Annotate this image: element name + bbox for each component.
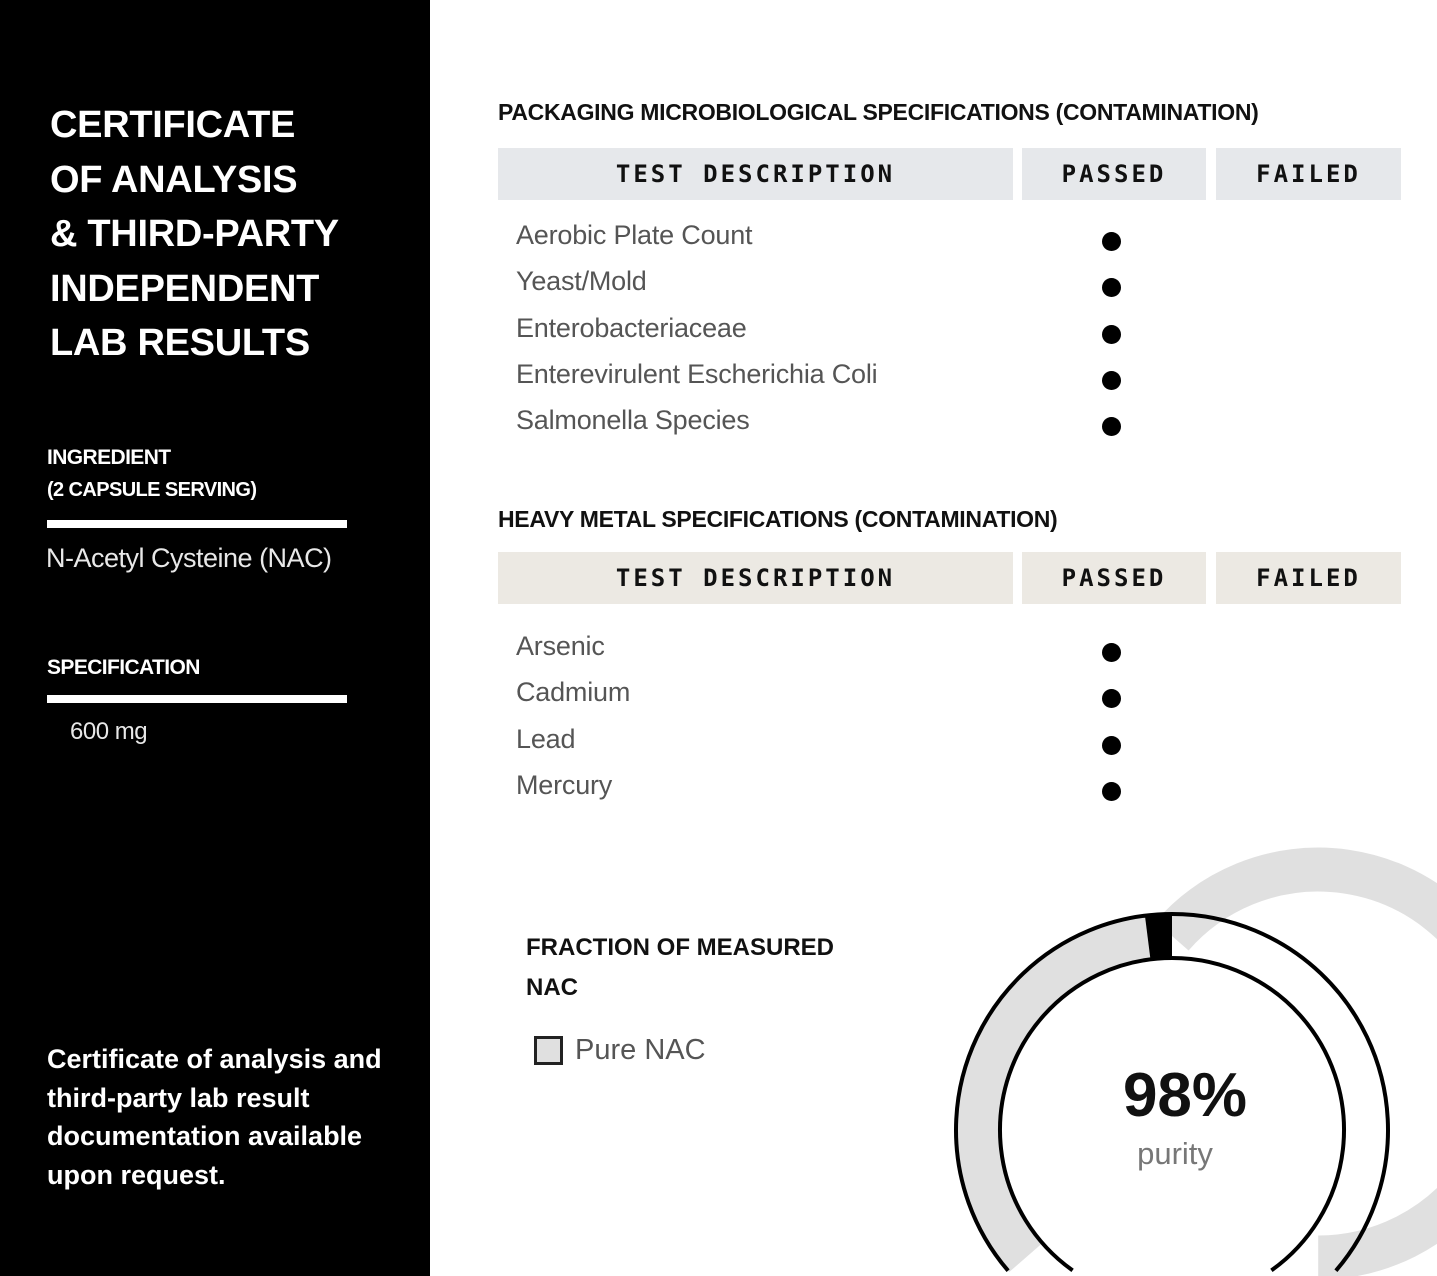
passed-dot-icon — [1102, 324, 1121, 344]
ingredient-label-line: (2 CAPSULE SERVING) — [47, 479, 257, 501]
title-line: OF ANALYSIS — [50, 158, 298, 201]
passed-dot-icon — [1102, 689, 1121, 709]
legend-item: Pure NAC — [534, 1034, 706, 1067]
metal-header-passed: PASSED — [1022, 552, 1206, 604]
table-row-label: Arsenic — [516, 631, 605, 661]
micro-header-test: TEST DESCRIPTION — [498, 148, 1013, 200]
passed-dot-icon — [1102, 232, 1121, 251]
specification-label: SPECIFICATION — [47, 656, 200, 679]
metal-section-title: HEAVY METAL SPECIFICATIONS (CONTAMINATIO… — [498, 506, 1058, 532]
title-line: INDEPENDENT — [50, 267, 320, 310]
sidebar: CERTIFICATE OF ANALYSIS & THIRD-PARTY IN… — [0, 0, 430, 1276]
fraction-title-line: NAC — [526, 974, 578, 1001]
passed-dot-icon — [1102, 417, 1121, 437]
availability-note: Certificate of analysis and third-party … — [47, 1044, 382, 1190]
micro-section-title: PACKAGING MICROBIOLOGICAL SPECIFICATIONS… — [498, 99, 1259, 125]
table-row-label: Lead — [516, 723, 576, 754]
table-row-label: Enterobacteriaceae — [516, 312, 747, 343]
passed-dot-icon — [1102, 278, 1121, 298]
table-row-label: Mercury — [516, 769, 613, 800]
table-row-label: Aerobic Plate Count — [516, 220, 753, 250]
specification-value: 600 mg — [70, 718, 148, 745]
legend-swatch — [534, 1036, 563, 1065]
title-line: LAB RESULTS — [50, 322, 310, 364]
page-title: CERTIFICATE OF ANALYSIS & THIRD-PARTY IN… — [50, 98, 339, 371]
passed-dot-icon — [1102, 643, 1121, 662]
ingredient-label: INGREDIENT (2 CAPSULE SERVING) — [47, 442, 257, 506]
impurity-slice — [1144, 914, 1173, 960]
micro-header-failed: FAILED — [1216, 148, 1401, 200]
donut-inner-border — [998, 956, 1346, 1272]
fraction-title: FRACTION OF MEASURED NAC — [526, 928, 834, 1008]
passed-dot-icon — [1102, 735, 1121, 755]
purity-label: purity — [1137, 1136, 1213, 1171]
table-row-label: Enterevirulent Escherichia Coli — [516, 358, 878, 389]
passed-dot-icon — [1102, 781, 1121, 801]
pure-nac-slice — [1155, 847, 1437, 1276]
micro-header-passed: PASSED — [1022, 148, 1206, 200]
title-line: & THIRD-PARTY — [50, 213, 339, 255]
pure-nac-slice — [956, 915, 1151, 1272]
donut-outer-border — [954, 912, 1390, 1272]
divider — [47, 695, 347, 703]
divider — [47, 520, 347, 528]
table-row-label: Cadmium — [516, 677, 631, 708]
ingredient-value: N-Acetyl Cysteine (NAC) — [46, 543, 332, 573]
passed-dot-icon — [1102, 370, 1121, 390]
purity-percent: 98% — [1122, 1061, 1248, 1130]
metal-header-failed: FAILED — [1216, 552, 1401, 604]
fraction-title-line: FRACTION OF MEASURED — [526, 934, 834, 961]
metal-header-test: TEST DESCRIPTION — [498, 552, 1013, 604]
legend-label: Pure NAC — [575, 1034, 706, 1066]
table-row-label: Salmonella Species — [516, 405, 750, 436]
table-row-label: Yeast/Mold — [516, 266, 647, 297]
ingredient-label-line: INGREDIENT — [47, 446, 171, 469]
title-line: CERTIFICATE — [50, 104, 296, 146]
